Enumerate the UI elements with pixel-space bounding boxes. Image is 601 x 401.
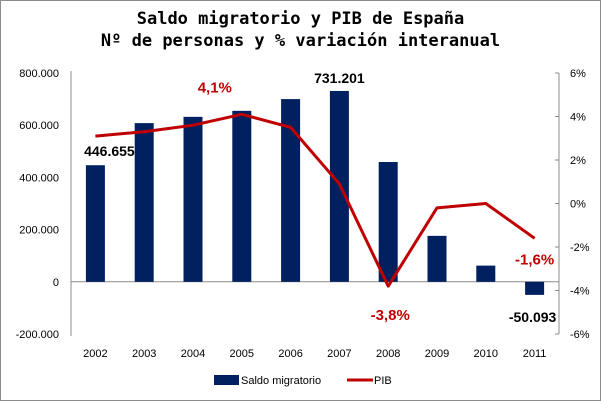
x-axis-tick-label: 2003 — [132, 348, 156, 360]
right-axis-tick-label: 2% — [570, 155, 586, 167]
bar-data-label: 731.201 — [314, 70, 365, 86]
bar-data-label: 446.655 — [84, 143, 135, 159]
legend-label-saldo-migratorio: Saldo migratorio — [241, 375, 321, 387]
right-axis-tick-label: -4% — [570, 286, 590, 298]
chart-title-line-1: Saldo migratorio y PIB de España — [136, 9, 465, 29]
x-axis-tick-label: 2009 — [425, 348, 449, 360]
bar-data-label: -50.093 — [509, 309, 557, 325]
left-axis-tick-label: 400.000 — [19, 172, 59, 184]
right-axis-tick-label: 4% — [570, 112, 586, 124]
x-axis-tick-label: 2002 — [83, 348, 107, 360]
bar-saldo-migratorio — [476, 265, 496, 282]
x-axis-tick-label: 2008 — [376, 348, 400, 360]
bar-saldo-migratorio — [427, 235, 447, 282]
bar-saldo-migratorio — [378, 162, 398, 282]
left-axis-tick-label: 600.000 — [19, 120, 59, 132]
x-axis-tick-label: 2004 — [181, 348, 205, 360]
right-axis-tick-label: -2% — [570, 242, 590, 254]
left-axis-tick-label: 200.000 — [19, 225, 59, 237]
bar-saldo-migratorio — [85, 165, 105, 282]
x-axis-tick-label: 2007 — [327, 348, 351, 360]
right-axis-tick-label: -6% — [570, 329, 590, 341]
line-data-label: -3,8% — [371, 307, 410, 324]
left-axis-tick-label: 0 — [53, 277, 59, 289]
line-data-label: 4,1% — [198, 79, 232, 96]
left-axis-tick-label: -200.000 — [16, 329, 59, 341]
bar-saldo-migratorio — [183, 116, 203, 282]
chart-title-line-2: Nº de personas y % variación interanual — [100, 31, 501, 51]
line-pib — [95, 112, 536, 288]
bar-saldo-migratorio — [232, 110, 252, 282]
bar-saldo-migratorio — [281, 99, 301, 282]
line-data-label: -1,6% — [515, 251, 554, 268]
legend-swatch-saldo-migratorio — [214, 375, 239, 385]
bar-saldo-migratorio — [134, 123, 154, 282]
legend-label-pib: PIB — [374, 375, 392, 387]
chart-title: Saldo migratorio y PIB de España Nº de p… — [1, 8, 600, 52]
x-axis-tick-label: 2005 — [230, 348, 254, 360]
bar-saldo-migratorio — [525, 281, 545, 295]
left-axis-tick-label: 800.000 — [19, 68, 59, 80]
x-axis-tick-label: 2011 — [523, 348, 547, 360]
x-axis-tick-label: 2006 — [278, 348, 302, 360]
right-axis-tick-label: 6% — [570, 68, 586, 80]
right-axis-tick-label: 0% — [570, 199, 586, 211]
x-axis-tick-label: 2010 — [474, 348, 498, 360]
